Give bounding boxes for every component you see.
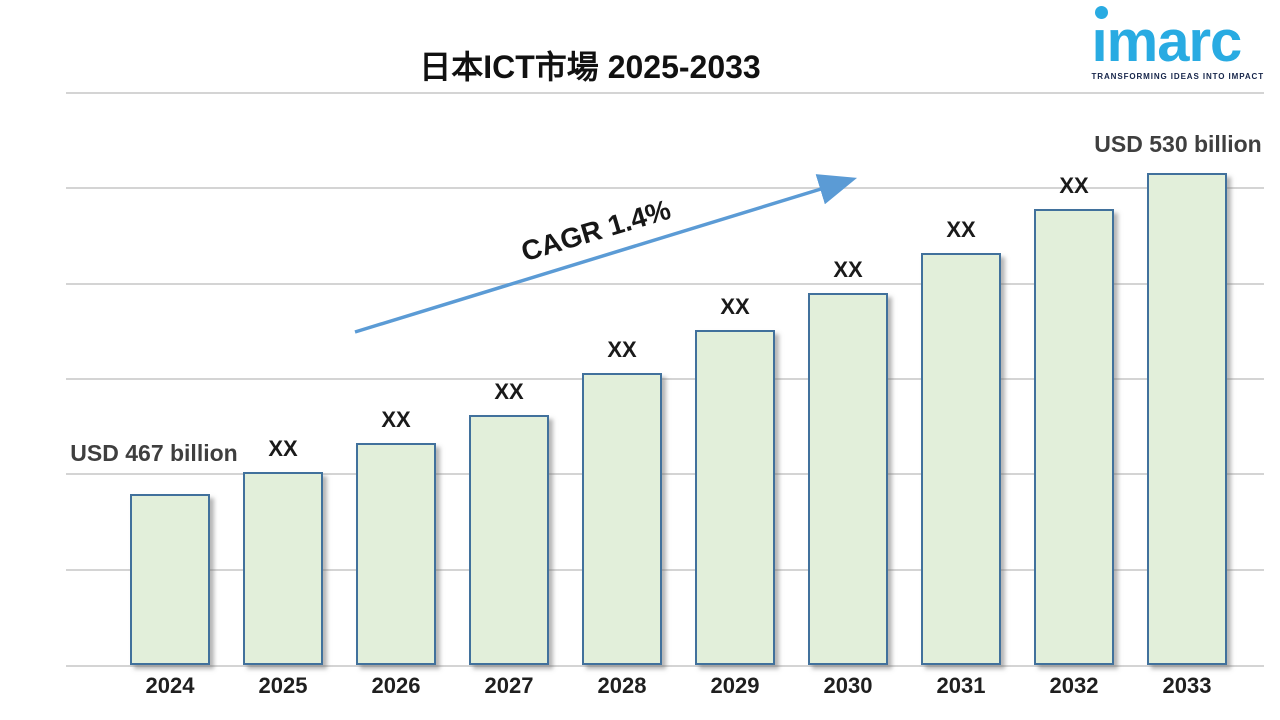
logo-brand-wrap: ımarc [1091, 6, 1243, 74]
x-axis-label-2030: 2030 [823, 673, 873, 698]
logo-i-dot [1094, 6, 1108, 19]
page-title: 日本ICT市場 2025-2033 [419, 49, 761, 85]
bar-value-label-2031: XX [946, 217, 976, 242]
bar-value-label-2025: XX [268, 436, 298, 461]
bar-2032 [1034, 209, 1114, 665]
bar-2027 [469, 415, 549, 665]
x-axis-label-2031: 2031 [936, 673, 986, 698]
bar-2030 [808, 293, 888, 665]
bar-2028 [582, 373, 662, 665]
bar-2025 [243, 472, 323, 665]
bar-value-label-2026: XX [381, 407, 411, 432]
gridline [66, 665, 1264, 667]
bar-value-label-2027: XX [494, 379, 524, 404]
x-axis-label-2028: 2028 [597, 673, 647, 698]
bar-2026 [356, 443, 436, 665]
gridline [66, 378, 1264, 380]
bar-value-label-2032: XX [1059, 173, 1089, 198]
x-axis-label-2025: 2025 [258, 673, 308, 698]
gridline [66, 92, 1264, 94]
bar-value-label-2029: XX [720, 294, 750, 319]
bar-2033 [1147, 173, 1227, 665]
x-axis-label-2032: 2032 [1049, 673, 1099, 698]
bar-value-label-2030: XX [833, 257, 863, 282]
gridline [66, 473, 1264, 475]
imarc-logo: ımarc TRANSFORMING IDEAS INTO IMPACT [1091, 6, 1264, 82]
x-axis-label-2029: 2029 [710, 673, 760, 698]
x-axis-label-2027: 2027 [484, 673, 534, 698]
x-axis-label-2033: 2033 [1162, 673, 1212, 698]
bar-value-label-2028: XX [607, 337, 637, 362]
x-axis-label-2026: 2026 [371, 673, 421, 698]
logo-tagline: TRANSFORMING IDEAS INTO IMPACT [1091, 72, 1264, 82]
bar-2029 [695, 330, 775, 665]
bar-value-label-2024: USD 467 billion [70, 440, 238, 466]
bar-value-label-2033: USD 530 billion [1094, 131, 1262, 157]
bar-2024 [130, 494, 210, 665]
logo-brand-text: ımarc [1091, 9, 1243, 74]
gridline [66, 569, 1264, 571]
bar-2031 [921, 253, 1001, 665]
x-axis-label-2024: 2024 [145, 673, 195, 698]
